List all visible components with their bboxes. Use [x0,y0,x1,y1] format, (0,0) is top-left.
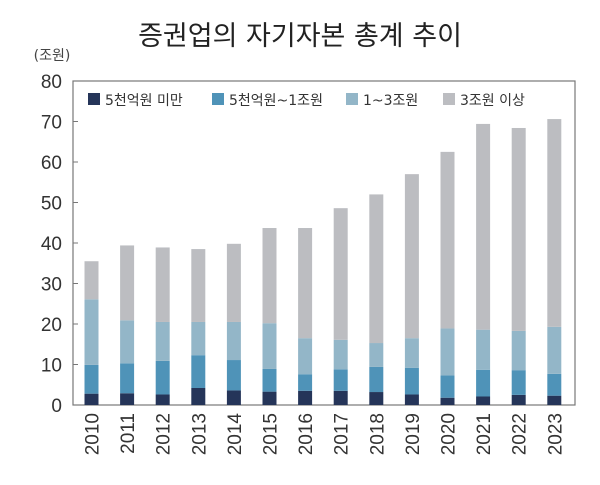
y-tick-label: 50 [41,194,62,215]
x-tick-label: 2018 [367,413,388,455]
bar-segment-2015-0 [262,391,277,405]
bar-segment-2014-0 [226,390,241,405]
bar-segment-2018-2 [369,343,384,367]
legend-swatch [212,93,224,105]
bar-segment-2012-3 [155,247,170,322]
y-tick-label: 10 [41,356,62,377]
bar-segment-2015-2 [262,323,277,369]
bar-segment-2020-0 [440,397,455,405]
x-tick-label: 2017 [332,413,353,455]
bar-segment-2011-3 [120,245,135,321]
bar-segment-2015-1 [262,368,277,392]
y-tick-label: 0 [51,396,62,417]
plot-frame [72,80,576,406]
x-tick-label: 2013 [189,413,210,455]
bar-segment-2020-2 [440,328,455,376]
bar-segment-2022-1 [511,370,526,395]
bar-segment-2016-2 [298,338,313,375]
legend-label: 1~3조원 [363,93,418,109]
x-tick-label: 2023 [545,413,566,455]
bar-segment-2012-1 [155,360,170,395]
bar-segment-2018-1 [369,366,384,393]
bar-segment-2016-3 [298,228,313,339]
legend-label: 3조원 이상 [460,93,525,109]
bar-segment-2019-2 [404,338,419,368]
bar-segment-2023-2 [547,326,562,374]
legend-label: 5천억원 미만 [105,93,183,109]
bar-segment-2021-0 [476,396,491,405]
x-tick-label: 2012 [154,413,175,455]
y-tick-label: 30 [41,275,62,296]
bar-segment-2011-1 [120,363,135,394]
bar-segment-2016-0 [298,390,313,405]
legend-swatch [443,93,455,105]
x-tick-label: 2016 [296,413,317,455]
x-tick-label: 2020 [439,413,460,455]
y-tick-label: 20 [41,315,62,336]
x-tick-label: 2014 [225,413,246,456]
y-tick-label: 70 [41,113,62,134]
bar-segment-2017-1 [333,369,348,391]
y-tick-label: 40 [41,234,62,255]
bar-segment-2016-1 [298,374,313,391]
bar-segment-2010-0 [84,393,99,405]
bar-segment-2023-3 [547,119,562,327]
bar-segment-2014-3 [226,243,241,322]
bar-segment-2013-1 [191,355,206,388]
bar-segment-2013-3 [191,249,206,322]
legend-swatch [346,93,358,105]
y-unit-label: (조원) [34,48,71,64]
x-tick-label: 2010 [83,413,104,455]
x-tick-label: 2019 [403,413,424,455]
bar-segment-2023-0 [547,395,562,405]
y-tick-label: 60 [41,153,62,174]
legend-swatch [88,93,100,105]
bar-segment-2018-0 [369,392,384,405]
bar-segment-2020-1 [440,375,455,398]
bar-segment-2020-3 [440,151,455,329]
bar-segment-2010-3 [84,261,99,300]
bar-segment-2011-0 [120,393,135,405]
bar-segment-2012-2 [155,321,170,361]
bar-segment-2022-0 [511,394,526,405]
bar-segment-2012-0 [155,394,170,405]
bar-segment-2013-0 [191,387,206,405]
bar-segment-2019-3 [404,174,419,339]
bar-segment-2010-1 [84,364,99,394]
bar-segment-2018-3 [369,194,384,344]
x-tick-label: 2015 [261,413,282,455]
bar-segment-2017-2 [333,339,348,370]
bar-segment-2023-1 [547,373,562,396]
legend-label: 5천억원~1조원 [229,93,323,109]
bar-segment-2017-3 [333,208,348,340]
bar-segment-2022-3 [511,127,526,331]
bar-segment-2010-2 [84,299,99,365]
bar-segment-2011-2 [120,320,135,364]
bar-segment-2019-0 [404,394,419,405]
bar-segment-2017-0 [333,390,348,405]
bar-segment-2022-2 [511,330,526,371]
x-tick-label: 2022 [510,413,531,455]
y-tick-label: 80 [41,72,62,93]
bar-segment-2014-2 [226,321,241,361]
bar-segment-2013-2 [191,321,206,356]
bar-segment-2014-1 [226,360,241,391]
bar-segment-2015-3 [262,228,277,324]
bar-segment-2021-3 [476,123,491,330]
chart-title: 증권업의 자기자본 총계 추이 [138,21,462,52]
bar-segment-2021-1 [476,369,491,397]
x-tick-label: 2021 [474,413,495,455]
bar-segment-2019-1 [404,367,419,395]
x-tick-label: 2011 [118,413,139,454]
bar-segment-2021-2 [476,329,491,370]
